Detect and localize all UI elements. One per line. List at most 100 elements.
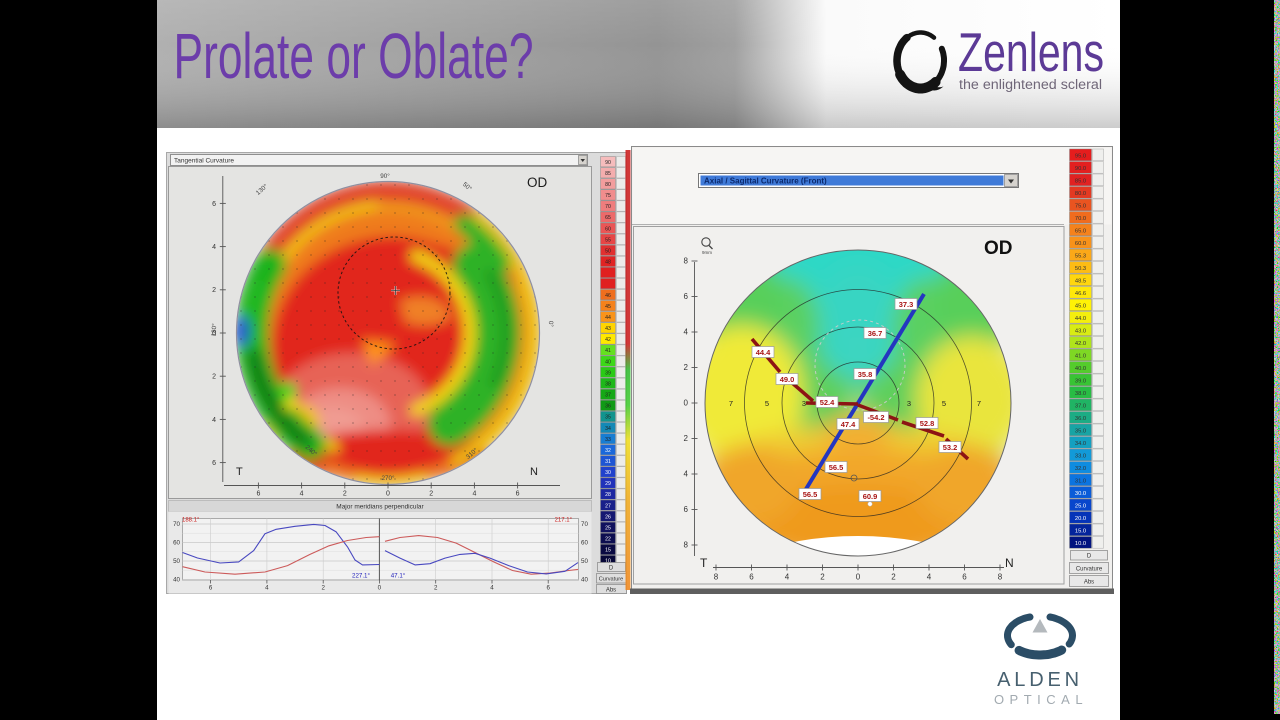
svg-text:56.5: 56.5 bbox=[803, 490, 818, 499]
svg-text:39.0: 39.0 bbox=[1075, 378, 1086, 384]
svg-text:26: 26 bbox=[605, 514, 611, 520]
svg-text:2: 2 bbox=[212, 374, 216, 381]
svg-text:29: 29 bbox=[605, 481, 611, 487]
svg-text:5: 5 bbox=[765, 399, 769, 408]
svg-text:70.0: 70.0 bbox=[1075, 216, 1086, 222]
svg-text:60.0: 60.0 bbox=[1075, 241, 1086, 247]
svg-text:4: 4 bbox=[684, 470, 689, 479]
svg-text:Abs: Abs bbox=[1084, 580, 1094, 586]
svg-text:4: 4 bbox=[212, 417, 216, 424]
svg-text:D: D bbox=[609, 566, 614, 572]
svg-text:-54.2: -54.2 bbox=[867, 413, 884, 422]
svg-text:N: N bbox=[530, 466, 538, 478]
svg-text:60: 60 bbox=[605, 226, 611, 232]
svg-text:Zenlens: Zenlens bbox=[958, 21, 1104, 83]
svg-text:2: 2 bbox=[321, 585, 325, 592]
svg-text:Prolate or Oblate?: Prolate or Oblate? bbox=[174, 20, 534, 92]
svg-text:T: T bbox=[700, 556, 708, 570]
svg-text:75.0: 75.0 bbox=[1075, 203, 1086, 209]
svg-text:28: 28 bbox=[605, 492, 611, 498]
svg-text:44: 44 bbox=[605, 315, 611, 321]
svg-text:3: 3 bbox=[802, 399, 806, 408]
svg-text:44.4: 44.4 bbox=[756, 348, 771, 357]
svg-text:80.0: 80.0 bbox=[1075, 191, 1086, 197]
svg-text:90: 90 bbox=[605, 160, 611, 166]
svg-text:42.0: 42.0 bbox=[1075, 341, 1086, 347]
svg-text:40: 40 bbox=[581, 577, 588, 584]
svg-text:4: 4 bbox=[927, 573, 932, 582]
svg-text:33: 33 bbox=[605, 437, 611, 443]
svg-text:47.1°: 47.1° bbox=[391, 573, 406, 580]
svg-text:6: 6 bbox=[516, 491, 520, 498]
svg-text:217.1°: 217.1° bbox=[555, 518, 573, 524]
svg-text:OD: OD bbox=[527, 175, 548, 190]
svg-text:N: N bbox=[1005, 556, 1014, 570]
svg-text:85: 85 bbox=[605, 171, 611, 177]
svg-text:0: 0 bbox=[856, 573, 861, 582]
svg-text:65.0: 65.0 bbox=[1075, 228, 1086, 234]
svg-text:4: 4 bbox=[684, 328, 689, 337]
svg-text:6: 6 bbox=[209, 585, 213, 592]
svg-text:3: 3 bbox=[907, 399, 911, 408]
svg-text:48.5: 48.5 bbox=[1075, 278, 1086, 284]
svg-text:25: 25 bbox=[605, 525, 611, 531]
svg-text:50: 50 bbox=[173, 558, 180, 565]
svg-text:6: 6 bbox=[546, 585, 550, 592]
svg-text:ALDEN: ALDEN bbox=[997, 669, 1083, 691]
svg-text:4: 4 bbox=[472, 491, 476, 498]
svg-text:39: 39 bbox=[605, 370, 611, 376]
svg-text:80: 80 bbox=[605, 182, 611, 188]
svg-text:4: 4 bbox=[785, 573, 790, 582]
svg-text:6: 6 bbox=[749, 573, 754, 582]
svg-text:10.0: 10.0 bbox=[1075, 541, 1086, 547]
svg-text:2: 2 bbox=[429, 491, 433, 498]
svg-text:Abs: Abs bbox=[606, 588, 616, 594]
svg-text:34: 34 bbox=[605, 426, 611, 432]
svg-text:2: 2 bbox=[891, 573, 896, 582]
svg-text:52.8: 52.8 bbox=[920, 419, 935, 428]
svg-text:50.3: 50.3 bbox=[1075, 266, 1086, 272]
svg-text:6: 6 bbox=[684, 505, 689, 514]
svg-text:70: 70 bbox=[581, 521, 588, 528]
svg-text:42: 42 bbox=[605, 337, 611, 343]
svg-text:32.0: 32.0 bbox=[1075, 466, 1086, 472]
svg-text:8: 8 bbox=[684, 257, 689, 266]
svg-text:D: D bbox=[1087, 554, 1092, 560]
svg-text:2: 2 bbox=[684, 434, 689, 443]
svg-text:6: 6 bbox=[212, 460, 216, 467]
svg-text:2: 2 bbox=[820, 573, 825, 582]
svg-text:38.0: 38.0 bbox=[1075, 391, 1086, 397]
svg-text:27: 27 bbox=[605, 503, 611, 509]
svg-text:6: 6 bbox=[684, 292, 689, 301]
svg-text:0°: 0° bbox=[547, 321, 555, 328]
svg-text:7: 7 bbox=[729, 399, 733, 408]
svg-text:Axial / Sagittal Curvature (Fr: Axial / Sagittal Curvature (Front) bbox=[704, 177, 827, 186]
svg-text:37.3: 37.3 bbox=[899, 300, 914, 309]
svg-text:0: 0 bbox=[684, 399, 689, 408]
svg-text:47.4: 47.4 bbox=[841, 420, 856, 429]
svg-text:35: 35 bbox=[605, 415, 611, 421]
svg-text:6: 6 bbox=[256, 491, 260, 498]
svg-text:49.0: 49.0 bbox=[780, 375, 795, 384]
svg-text:OPTICAL: OPTICAL bbox=[994, 692, 1088, 707]
svg-text:7: 7 bbox=[977, 399, 981, 408]
svg-text:2: 2 bbox=[684, 363, 689, 372]
svg-text:90°: 90° bbox=[380, 172, 390, 180]
svg-text:2: 2 bbox=[212, 287, 216, 294]
svg-text:40: 40 bbox=[605, 359, 611, 365]
svg-text:38: 38 bbox=[605, 381, 611, 387]
svg-text:OD: OD bbox=[984, 238, 1013, 259]
svg-text:5: 5 bbox=[942, 399, 946, 408]
svg-text:50: 50 bbox=[605, 248, 611, 254]
svg-text:48: 48 bbox=[605, 260, 611, 266]
svg-text:55.3: 55.3 bbox=[1075, 253, 1086, 259]
svg-text:0: 0 bbox=[378, 585, 382, 592]
svg-text:45.0: 45.0 bbox=[1075, 303, 1086, 309]
svg-text:227.1°: 227.1° bbox=[352, 573, 370, 580]
svg-text:Curvature: Curvature bbox=[599, 577, 624, 583]
svg-text:45: 45 bbox=[605, 304, 611, 310]
svg-text:56.5: 56.5 bbox=[829, 463, 844, 472]
svg-text:70: 70 bbox=[173, 521, 180, 528]
svg-text:20.0: 20.0 bbox=[1075, 516, 1086, 522]
svg-text:2: 2 bbox=[434, 585, 438, 592]
